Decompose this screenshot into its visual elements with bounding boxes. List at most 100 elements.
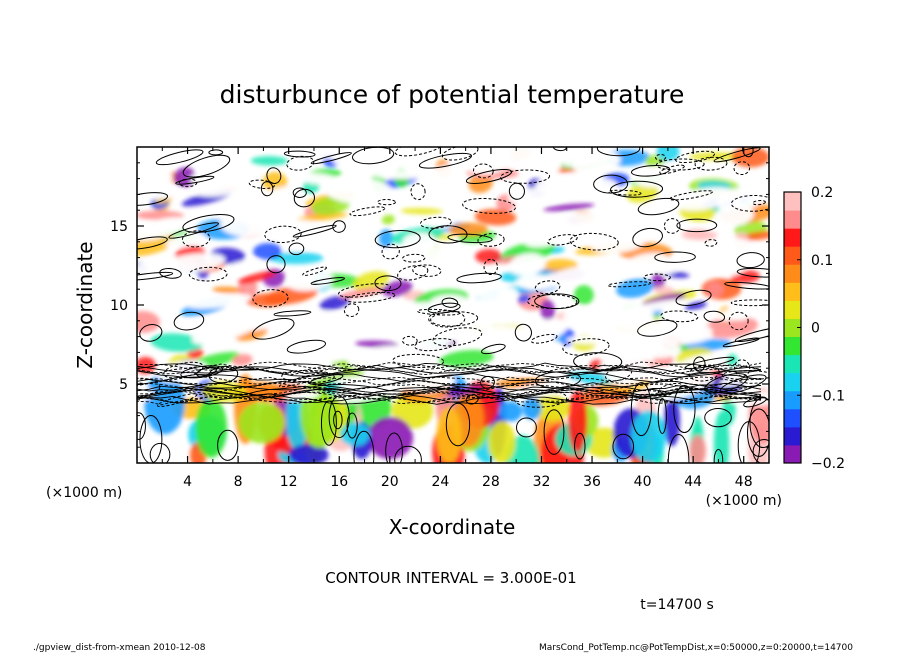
contour-line [514, 323, 532, 342]
contour-line [500, 169, 551, 184]
field-patch [320, 343, 345, 362]
x-tick-label: 16 [330, 474, 348, 490]
contour-interval-label: CONTOUR INTERVAL = 3.000E-01 [325, 569, 576, 587]
field-patch [293, 310, 354, 336]
contour-line [137, 376, 762, 386]
field-patch [508, 253, 546, 276]
contour-line [344, 291, 396, 303]
contour-line [703, 310, 726, 323]
contour-line [394, 445, 422, 463]
contour-line [733, 161, 751, 176]
contour-line [137, 192, 169, 206]
contour-line [137, 382, 762, 393]
contour-line [655, 158, 705, 171]
contour-line [260, 181, 274, 197]
field-patch [137, 217, 189, 241]
field-blob [522, 397, 542, 420]
x-tick-label: 24 [431, 474, 449, 490]
field-patch [137, 184, 181, 200]
contour-line [137, 236, 168, 250]
plot-area [137, 147, 769, 463]
contour-line [302, 266, 327, 276]
contour-line [574, 432, 586, 460]
contour-line [462, 197, 517, 214]
contour-line [181, 230, 211, 248]
field-patch [563, 305, 591, 328]
colorbar-segment [784, 426, 801, 446]
contour-line [736, 267, 769, 278]
field-blob [664, 395, 681, 447]
field-blob [616, 278, 654, 298]
contour-line [632, 227, 663, 248]
field-blob [355, 340, 400, 348]
field-patch [524, 222, 578, 248]
contour-line [293, 188, 315, 208]
contour-line [465, 169, 513, 184]
x-tick-label: 36 [583, 474, 601, 490]
colorbar-segment [784, 264, 801, 283]
contour-line [456, 272, 502, 284]
contour-line [137, 271, 174, 281]
field-blob [540, 299, 555, 321]
contour-line [749, 397, 769, 449]
field-patch [150, 170, 173, 188]
contour-line [137, 412, 146, 440]
contour-line [283, 150, 316, 158]
contour-line [660, 310, 699, 323]
contour-line [353, 430, 375, 463]
contour-line [343, 303, 360, 317]
field-blob [542, 258, 578, 272]
x-tick-label: 12 [280, 474, 298, 490]
field-patch [430, 164, 463, 185]
field-blob [487, 420, 516, 463]
x-tick-label: 44 [684, 474, 702, 490]
contour-line [394, 147, 444, 157]
contour-line [137, 391, 762, 400]
contour-line [137, 364, 762, 376]
contour-line [292, 224, 337, 238]
field-patch [583, 308, 609, 318]
field-patch [325, 177, 393, 204]
colorbar-segment [784, 300, 801, 319]
colorbar-tick-label: 0.2 [811, 185, 833, 201]
contour-line [428, 310, 466, 328]
contour-line [752, 439, 769, 463]
contour-line [643, 273, 671, 282]
chart-title: disturbunce of potential temperature [220, 80, 685, 109]
contour-line [381, 243, 400, 260]
contour-line [419, 216, 452, 229]
field-patch [607, 302, 654, 329]
contour-line [543, 409, 565, 455]
disturbance-field [137, 147, 769, 463]
field-patch [729, 309, 750, 321]
colorbar-segment [784, 444, 801, 464]
x-unit-left: (×1000 m) [46, 485, 122, 501]
field-patch [187, 294, 252, 309]
field-patch [497, 287, 519, 302]
contour-line [630, 382, 652, 437]
contour-line [593, 174, 629, 194]
field-patch [507, 185, 571, 205]
colorbar-tick-label: −0.2 [811, 456, 845, 472]
field-patch [222, 259, 260, 273]
contour-line [208, 149, 224, 156]
field-blob [353, 271, 390, 292]
contour-line [637, 319, 678, 337]
field-blob [653, 286, 675, 295]
contour-line [281, 369, 335, 384]
field-patch [282, 231, 351, 252]
contour-line [418, 152, 473, 169]
field-patch [286, 271, 334, 291]
field-blob [686, 230, 718, 241]
contour-line [728, 311, 749, 331]
contour-line [562, 338, 610, 356]
contour-line [569, 232, 619, 251]
field-patch [571, 151, 621, 174]
field-blob [689, 435, 706, 463]
contour-line [182, 213, 235, 233]
contour-line [737, 421, 761, 463]
contour-line [252, 289, 289, 308]
field-blob [499, 401, 523, 422]
colorbar-segment [784, 228, 801, 247]
contour-line [137, 392, 762, 403]
